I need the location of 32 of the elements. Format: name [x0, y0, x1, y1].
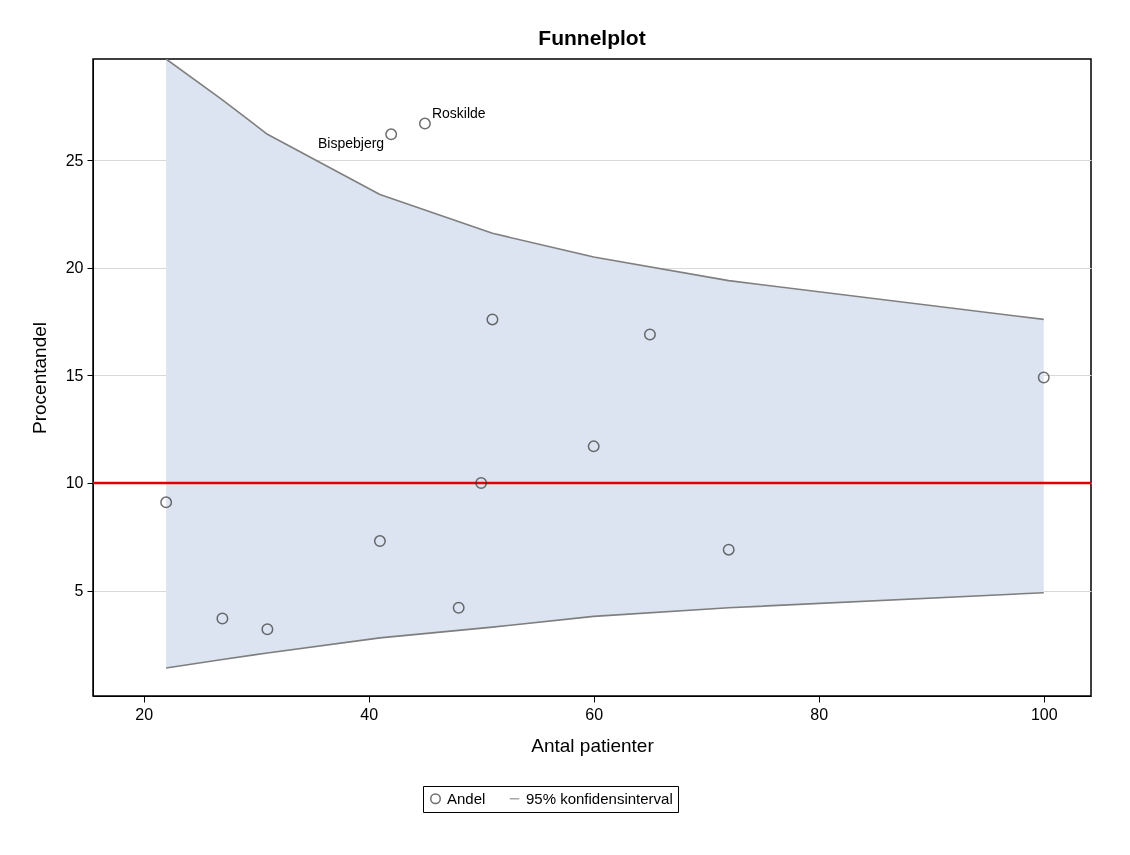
legend-label: Andel: [447, 789, 486, 807]
point: [722, 543, 735, 556]
point: [373, 535, 386, 548]
point: [643, 328, 656, 341]
point: [385, 128, 398, 141]
y-axis-title: Procentandel: [28, 322, 50, 434]
legend-label: 95% konfidensinterval: [526, 789, 673, 807]
y-tick-label: 10: [65, 474, 84, 492]
x-tick-label: 80: [810, 705, 829, 723]
line-series: [165, 59, 1045, 321]
point: [418, 117, 431, 130]
x-tick-label: 20: [135, 705, 154, 723]
line-series: [165, 591, 1045, 669]
y-tick-label: 5: [74, 582, 84, 600]
point: [587, 440, 600, 453]
point: [475, 476, 488, 489]
y-tick-label: 25: [65, 151, 84, 169]
annotation: Roskilde: [431, 104, 486, 121]
chart-title: Funnelplot: [538, 26, 646, 49]
point: [486, 313, 499, 326]
y-tick-label: 20: [65, 259, 84, 277]
x-tick-label: 60: [585, 705, 604, 723]
point: [452, 601, 465, 614]
point: [216, 612, 229, 625]
x-axis-title: Antal patienter: [531, 734, 655, 756]
annotation: Bispebjerg: [318, 135, 385, 152]
x-tick-label: 100: [1030, 705, 1058, 723]
point: [261, 623, 274, 636]
point: [160, 496, 173, 509]
x-tick-label: 40: [360, 705, 379, 723]
point: [1037, 371, 1050, 384]
y-tick-label: 15: [65, 366, 84, 384]
